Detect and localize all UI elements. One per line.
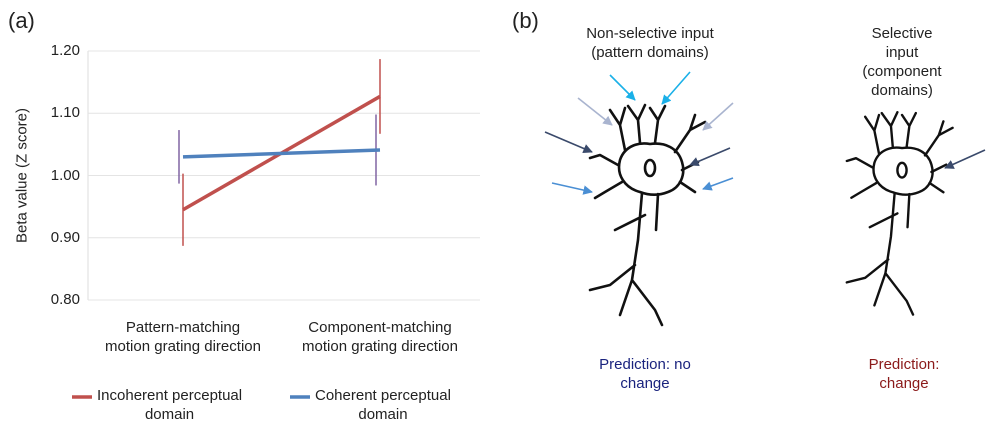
y-tick-label: 1.10: [40, 103, 80, 122]
y-tick-label: 0.90: [40, 228, 80, 247]
y-axis-label: Beta value (Z score): [13, 108, 32, 243]
diagram-title: Non-selective input (pattern domains): [586, 24, 714, 62]
prediction-text: Prediction: change: [869, 355, 940, 393]
x-tick-label: Pattern-matching motion grating directio…: [105, 318, 261, 356]
panel-label: (a): [8, 8, 35, 34]
y-tick-label: 1.20: [40, 41, 80, 60]
chart: [0, 0, 992, 427]
prediction-text: Prediction: no change: [599, 355, 691, 393]
y-tick-label: 0.80: [40, 290, 80, 309]
neuron-illustration: [847, 112, 953, 314]
legend-label: Incoherent perceptual domain: [97, 386, 242, 424]
figure: (a) Beta value (Z score) (b) Non-selecti…: [0, 0, 992, 427]
neuron-illustration: [590, 105, 705, 325]
data-line: [183, 150, 380, 157]
diagram-title: Selective input (component domains): [857, 24, 947, 100]
y-tick-label: 1.00: [40, 166, 80, 185]
legend-label: Coherent perceptual domain: [315, 386, 451, 424]
x-tick-label: Component-matching motion grating direct…: [302, 318, 458, 356]
panel-label: (b): [512, 8, 539, 34]
